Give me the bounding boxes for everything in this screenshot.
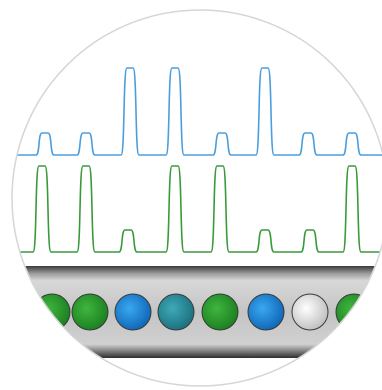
droplet bbox=[248, 294, 284, 330]
droplet bbox=[72, 294, 108, 330]
droplet bbox=[292, 294, 328, 330]
droplet bbox=[336, 294, 372, 330]
droplet bbox=[34, 294, 70, 330]
droplet bbox=[202, 294, 238, 330]
illustration bbox=[0, 0, 382, 390]
droplet bbox=[158, 294, 194, 330]
disc-content bbox=[0, 0, 382, 390]
page: (() => { const svg = document.getElement… bbox=[0, 0, 382, 390]
droplet bbox=[115, 294, 151, 330]
